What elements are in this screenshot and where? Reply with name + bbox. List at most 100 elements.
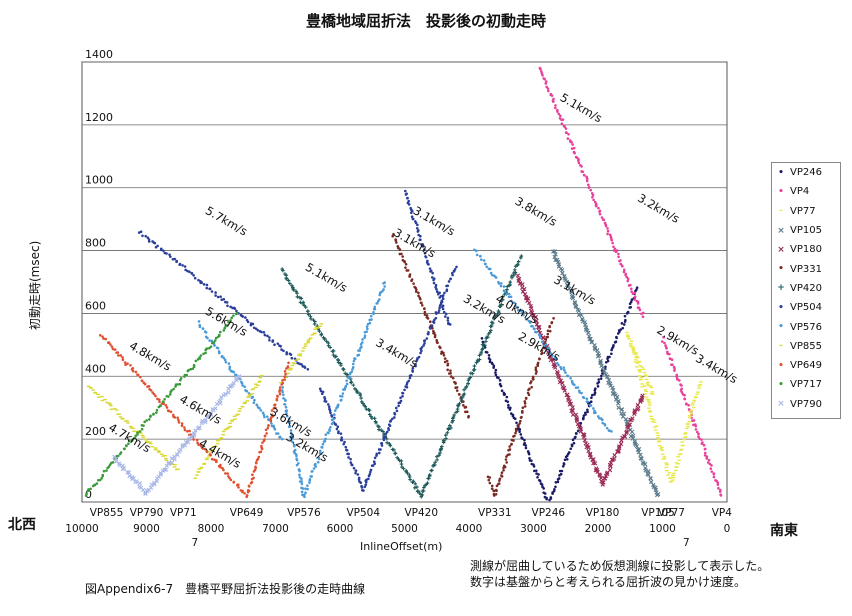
- data-point: [304, 487, 307, 490]
- data-point: [253, 398, 256, 402]
- data-point: [617, 252, 620, 256]
- data-point: [524, 396, 528, 400]
- data-point: [148, 485, 154, 490]
- data-point: [552, 249, 557, 254]
- data-point: [375, 302, 378, 305]
- data-point: [586, 400, 589, 403]
- data-point: [100, 399, 105, 402]
- data-point: [235, 309, 238, 313]
- data-point: [510, 299, 513, 303]
- data-point: [306, 340, 311, 342]
- data-point: [228, 425, 232, 428]
- data-point: [539, 482, 543, 485]
- data-point: [301, 487, 305, 490]
- data-point: [400, 465, 404, 469]
- data-point: [515, 273, 521, 278]
- data-point: [214, 445, 218, 448]
- legend-label: VP504: [790, 302, 822, 314]
- velocity-label: 2.9km/s: [655, 323, 702, 358]
- data-point: [175, 452, 180, 457]
- data-point: [439, 446, 444, 451]
- data-point: [276, 342, 280, 345]
- data-point: [256, 384, 260, 386]
- data-point: [419, 351, 422, 355]
- y-tick-label: 600: [85, 299, 106, 312]
- data-point: [449, 372, 452, 375]
- data-point: [610, 238, 614, 242]
- data-point: [642, 311, 645, 315]
- data-point: [438, 306, 441, 310]
- data-point: [214, 336, 218, 340]
- legend-item: × VP790: [772, 395, 840, 414]
- data-point: [102, 469, 106, 473]
- data-point: [102, 337, 105, 340]
- data-point: [149, 414, 152, 418]
- data-point: [401, 395, 404, 398]
- data-point: [571, 438, 575, 442]
- data-point: [676, 463, 680, 465]
- data-point: [358, 480, 361, 483]
- data-point: [313, 328, 317, 330]
- data-point: [672, 365, 676, 369]
- data-point: [403, 189, 407, 193]
- data-point: [690, 404, 695, 406]
- data-point: [534, 372, 538, 375]
- data-point: [480, 337, 484, 340]
- data-point: [257, 380, 262, 382]
- data-point: [531, 313, 536, 318]
- data-point: [535, 331, 538, 334]
- data-point: [350, 463, 353, 466]
- legend-item: • VP576: [772, 317, 840, 336]
- data-point: [627, 422, 632, 427]
- data-point: [303, 305, 308, 310]
- data-point: [243, 492, 246, 495]
- data-point: [509, 274, 514, 278]
- data-point: [564, 127, 568, 130]
- data-point: [628, 433, 634, 439]
- data-point: [290, 433, 294, 437]
- data-point: [560, 381, 565, 386]
- data-point: [289, 429, 293, 432]
- data-point: [531, 375, 535, 379]
- data-point: [574, 386, 578, 389]
- data-point: [716, 483, 720, 486]
- data-point: [634, 359, 638, 361]
- data-point: [637, 306, 641, 310]
- data-point: [585, 175, 588, 179]
- data-point: [416, 223, 419, 227]
- data-point: [438, 296, 442, 299]
- data-point: [124, 444, 128, 447]
- data-point: [548, 329, 552, 333]
- data-point: [235, 311, 239, 315]
- data-point: [308, 337, 313, 339]
- data-point: [512, 416, 516, 420]
- data-point: [518, 422, 521, 425]
- data-point: [633, 298, 636, 301]
- data-point: [504, 399, 508, 403]
- data-point: [608, 355, 611, 359]
- data-point: [308, 478, 312, 481]
- data-point: [154, 394, 157, 398]
- data-point: [596, 385, 600, 388]
- data-point: [223, 326, 226, 330]
- data-point: [451, 376, 455, 380]
- data-point: [327, 431, 330, 435]
- data-point: [349, 461, 353, 464]
- data-point: [318, 387, 322, 391]
- data-point: [666, 350, 669, 354]
- data-point: [442, 310, 446, 314]
- data-point: [454, 382, 457, 385]
- data-point: [395, 241, 398, 244]
- data-point: [536, 476, 539, 479]
- data-point: [188, 429, 191, 433]
- data-point: [507, 292, 511, 296]
- data-point: [173, 416, 177, 419]
- data-point: [686, 425, 690, 428]
- data-point: [265, 415, 269, 418]
- velocity-label: 4.7km/s: [106, 420, 153, 455]
- legend-marker: ×: [777, 399, 785, 410]
- data-point: [595, 204, 598, 208]
- data-point: [348, 376, 352, 379]
- data-point: [685, 423, 690, 425]
- data-point: [230, 420, 234, 422]
